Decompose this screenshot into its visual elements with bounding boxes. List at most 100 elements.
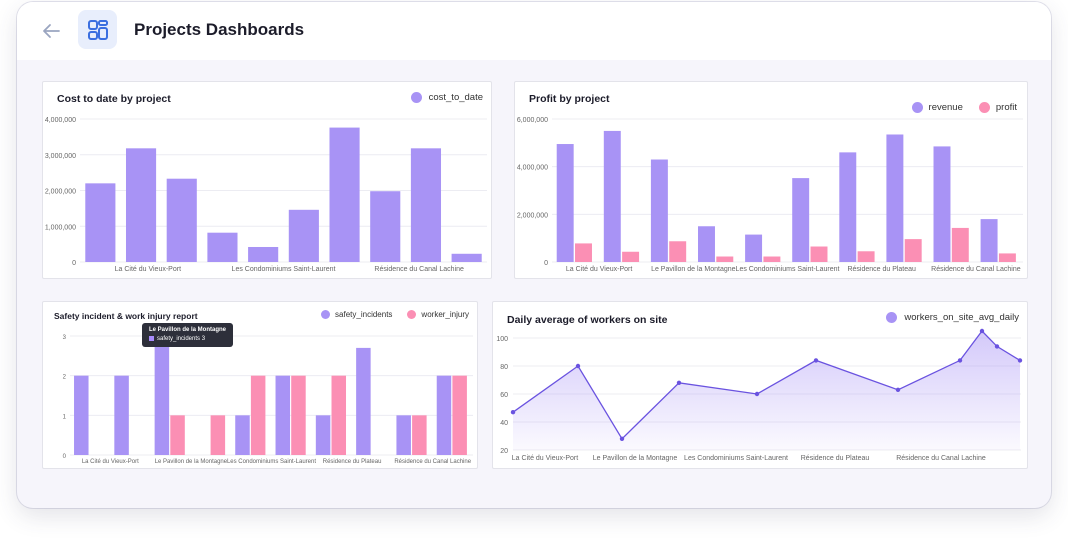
bar-worker_injury [210, 415, 226, 455]
workers-chart: 20 40 60 80 100 La Cité du Vieux-Port Le Pavil… [496, 328, 1023, 462]
workers-chart-title: Daily average of workers on site [507, 314, 668, 326]
bar-revenue [650, 159, 668, 262]
arrow-left-icon [43, 24, 60, 38]
legend-safety-incidents[interactable]: safety_incidents [335, 310, 393, 319]
bar-cost_to_date [207, 232, 238, 262]
bar-worker_injury [412, 415, 427, 455]
x-tick-label: Résidence du Canal Lachine [931, 266, 1021, 273]
page-title: Projects Dashboards [134, 20, 305, 39]
safety-chart-card: Safety incident & work injury report saf… [42, 301, 478, 469]
data-point [895, 387, 901, 392]
y-tick-label: 100 [496, 336, 508, 343]
y-tick-label: 60 [500, 392, 508, 399]
back-button[interactable] [39, 20, 63, 42]
cost-chart-card: Cost to date by project cost_to_date 0 1,… [42, 81, 492, 279]
dashboard-window: Projects Dashboards Cost to date by proj… [17, 2, 1051, 508]
y-tick-label: 0 [72, 260, 76, 267]
dashboard-grid-icon [87, 19, 108, 40]
area-fill [513, 331, 1020, 450]
x-tick-label: Les Condominiums Saint-Laurent [736, 266, 840, 273]
data-point [1017, 358, 1023, 363]
bar-revenue [745, 234, 763, 262]
y-tick-label: 0 [544, 260, 548, 267]
bar-profit [951, 227, 969, 262]
x-tick-label: La Cité du Vieux-Port [115, 266, 181, 273]
bar-worker_injury [452, 375, 467, 455]
bar-revenue [933, 146, 951, 262]
chart-tooltip: Le Pavillon de la Montagne safety_incide… [142, 323, 234, 347]
bar-safety_incidents [356, 347, 371, 455]
legend-swatch-cost [410, 92, 422, 103]
bar-safety_incidents [396, 415, 411, 455]
legend-cost-to-date[interactable]: cost_to_date [428, 92, 483, 103]
bar-profit [857, 251, 875, 262]
bar-worker_injury [331, 375, 347, 455]
bar-safety_incidents [275, 375, 291, 455]
data-point [676, 380, 682, 385]
bar-profit [622, 251, 640, 262]
tooltip-swatch [149, 335, 154, 341]
dashboard-app-icon [78, 10, 117, 49]
bar-profit [904, 239, 922, 262]
y-tick-label: 1,000,000 [45, 224, 76, 231]
legend-swatch-injury [407, 310, 417, 319]
profit-chart-card: Profit by project revenue profit 0 2,000,… [514, 81, 1028, 279]
y-tick-label: 3 [63, 335, 67, 341]
bar-safety_incidents [436, 375, 452, 455]
y-tick-label: 1 [63, 414, 67, 420]
bar-cost_to_date [329, 127, 360, 262]
bar-worker_injury [250, 375, 266, 455]
bar-profit [998, 253, 1016, 262]
bar-revenue [839, 152, 857, 262]
x-tick-label: Résidence du Plateau [323, 459, 382, 465]
bar-cost_to_date [288, 209, 319, 262]
bar-revenue [603, 130, 621, 262]
bar-safety_incidents [114, 375, 129, 455]
legend-swatch-workers [886, 312, 898, 323]
safety-chart-title: Safety incident & work injury report [54, 311, 198, 321]
x-tick-label: La Cité du Vieux-Port [82, 459, 139, 465]
legend-worker-injury[interactable]: worker_injury [421, 310, 469, 319]
safety-chart: 0 1 2 3 La Cité du Vieux-Port Le Pavillon de … [63, 335, 473, 465]
profit-chart: 0 2,000,000 4,000,000 6,000,000 La Cité du V… [517, 117, 1023, 273]
legend-revenue[interactable]: revenue [928, 102, 963, 113]
bar-revenue [980, 219, 998, 262]
bar-safety_incidents [235, 415, 250, 455]
legend-workers-on-site[interactable]: workers_on_site_avg_daily [904, 312, 1019, 323]
header: Projects Dashboards [17, 2, 1051, 60]
x-tick-label: Les Condominiums Saint-Laurent [232, 266, 336, 273]
cost-chart-title: Cost to date by project [57, 93, 171, 105]
data-point [813, 358, 819, 363]
x-tick-label: Le Pavillon de la Montagne [593, 455, 678, 462]
cost-chart: 0 1,000,000 2,000,000 3,000,000 4,000,000 La … [45, 117, 487, 273]
bar-revenue [556, 144, 574, 262]
bar-cost_to_date [451, 253, 482, 262]
bar-safety_incidents [315, 415, 331, 455]
y-tick-label: 4,000,000 [517, 165, 548, 172]
bar-worker_injury [291, 375, 306, 455]
y-tick-label: 40 [500, 420, 508, 427]
data-point [994, 344, 1000, 349]
bar-profit [716, 256, 734, 262]
bar-profit [810, 246, 828, 262]
x-tick-label: Résidence du Plateau [847, 266, 916, 273]
y-tick-label: 2,000,000 [517, 212, 548, 219]
y-tick-label: 3,000,000 [45, 153, 76, 160]
y-tick-label: 2,000,000 [45, 189, 76, 196]
x-tick-label: Résidence du Plateau [801, 455, 870, 462]
bar-cost_to_date [166, 178, 197, 262]
x-tick-label: Résidence du Canal Lachine [374, 266, 464, 273]
bar-revenue [886, 134, 904, 262]
bar-cost_to_date [410, 148, 442, 262]
bar-worker_injury [170, 415, 185, 455]
bar-cost_to_date [125, 148, 157, 262]
x-tick-label: Résidence du Canal Lachine [896, 455, 986, 462]
legend-profit[interactable]: profit [995, 102, 1017, 113]
legend-swatch-revenue [911, 102, 923, 113]
bar-safety_incidents [154, 336, 170, 455]
data-point [979, 328, 985, 334]
data-point [510, 410, 516, 415]
bar-revenue [792, 178, 810, 262]
y-tick-label: 4,000,000 [45, 117, 76, 124]
tooltip-row: safety_incidents 3 [149, 335, 226, 344]
